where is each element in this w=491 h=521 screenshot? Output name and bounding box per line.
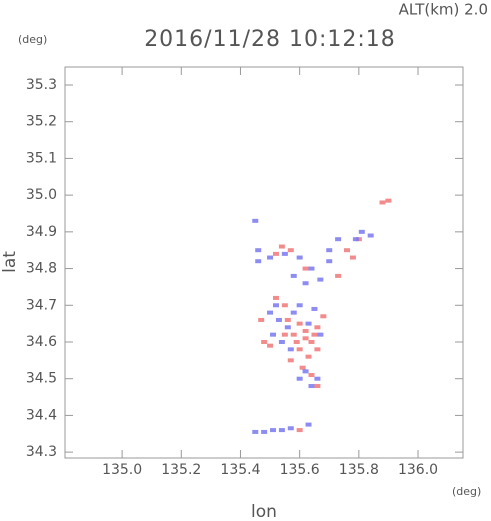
echo-point <box>296 347 303 352</box>
echo-point <box>290 273 297 278</box>
echo-point <box>385 198 392 203</box>
y-tick-label: 35.3 <box>26 77 57 93</box>
echo-point <box>272 295 279 300</box>
x-tick-label: 135.8 <box>339 462 379 478</box>
echo-point <box>335 273 342 278</box>
echo-point <box>302 336 309 341</box>
echo-point <box>278 428 285 433</box>
echo-point <box>284 325 291 330</box>
echo-point <box>281 303 288 308</box>
echo-point <box>296 255 303 260</box>
echo-point <box>358 229 365 234</box>
echo-point <box>302 266 309 271</box>
echo-point <box>252 218 259 223</box>
y-axis-label: lat <box>0 251 20 273</box>
x-unit: (deg) <box>452 485 481 498</box>
echo-point <box>272 251 279 256</box>
echo-point <box>287 347 294 352</box>
y-tick-label: 35.2 <box>26 114 57 130</box>
x-tick-label: 135.6 <box>280 462 320 478</box>
echo-point <box>267 343 274 348</box>
echo-point <box>267 310 274 315</box>
echo-point <box>305 354 312 359</box>
y-tick-label: 34.9 <box>26 224 57 240</box>
echo-point <box>367 233 374 238</box>
echo-point <box>344 248 351 253</box>
echo-point <box>302 328 309 333</box>
y-tick-label: 35.1 <box>26 150 57 166</box>
echo-point <box>252 429 259 434</box>
echo-point <box>314 384 321 389</box>
echo-point <box>302 281 309 286</box>
echo-point <box>287 358 294 363</box>
echo-point <box>293 339 300 344</box>
echo-point <box>314 376 321 381</box>
echo-point <box>317 332 324 337</box>
echo-point <box>261 339 268 344</box>
echo-point <box>326 259 333 264</box>
echo-point <box>352 237 359 242</box>
x-axis-label: lon <box>251 502 277 521</box>
echo-point <box>305 422 312 427</box>
y-tick-label: 34.3 <box>26 444 57 460</box>
echo-point <box>296 428 303 433</box>
echo-point <box>326 248 333 253</box>
echo-point <box>314 325 321 330</box>
echo-point <box>299 365 306 370</box>
echo-point <box>278 244 285 249</box>
echo-point <box>296 376 303 381</box>
echo-point <box>314 347 321 352</box>
echo-point <box>270 428 277 433</box>
echo-point <box>308 373 315 378</box>
echo-point <box>287 426 294 431</box>
plot-frame <box>64 66 464 459</box>
echo-point <box>287 248 294 253</box>
chart-title: 2016/11/28 10:12:18 <box>144 27 396 52</box>
echo-point <box>255 259 262 264</box>
altitude-label: ALT(km) 2.0 <box>399 1 488 19</box>
echo-point <box>296 321 303 326</box>
x-tick-label: 135.2 <box>161 462 201 478</box>
echo-point <box>311 306 318 311</box>
echo-point <box>308 266 315 271</box>
echo-point <box>302 369 309 374</box>
echo-point <box>320 314 327 319</box>
echo-point <box>311 332 318 337</box>
echo-point <box>305 321 312 326</box>
x-tick-label: 135.4 <box>220 462 260 478</box>
y-tick-label: 34.5 <box>26 371 57 387</box>
echo-point <box>267 255 274 260</box>
y-tick-label: 34.8 <box>26 261 57 277</box>
y-tick-label: 34.4 <box>26 407 57 423</box>
echo-point <box>379 200 386 205</box>
echo-point <box>317 277 324 282</box>
echo-point <box>296 303 303 308</box>
y-tick-label: 34.6 <box>26 334 57 350</box>
echo-point <box>281 332 288 337</box>
echo-point <box>275 317 282 322</box>
echo-point <box>349 255 356 260</box>
y-tick-label: 34.7 <box>26 297 57 313</box>
x-tick-label: 135.0 <box>102 462 142 478</box>
echo-point <box>290 332 297 337</box>
echo-point <box>284 317 291 322</box>
echo-point <box>281 251 288 256</box>
echo-point <box>308 339 315 344</box>
y-unit: (deg) <box>18 33 47 46</box>
x-tick-label: 136.0 <box>398 462 438 478</box>
y-tick-label: 35.0 <box>26 187 57 203</box>
echo-point <box>308 384 315 389</box>
echo-point <box>270 332 277 337</box>
echo-point <box>278 339 285 344</box>
echo-point <box>335 237 342 242</box>
echo-point <box>258 317 265 322</box>
echo-point <box>272 303 279 308</box>
echo-point <box>261 429 268 434</box>
echo-point <box>290 310 297 315</box>
echo-point <box>255 248 262 253</box>
